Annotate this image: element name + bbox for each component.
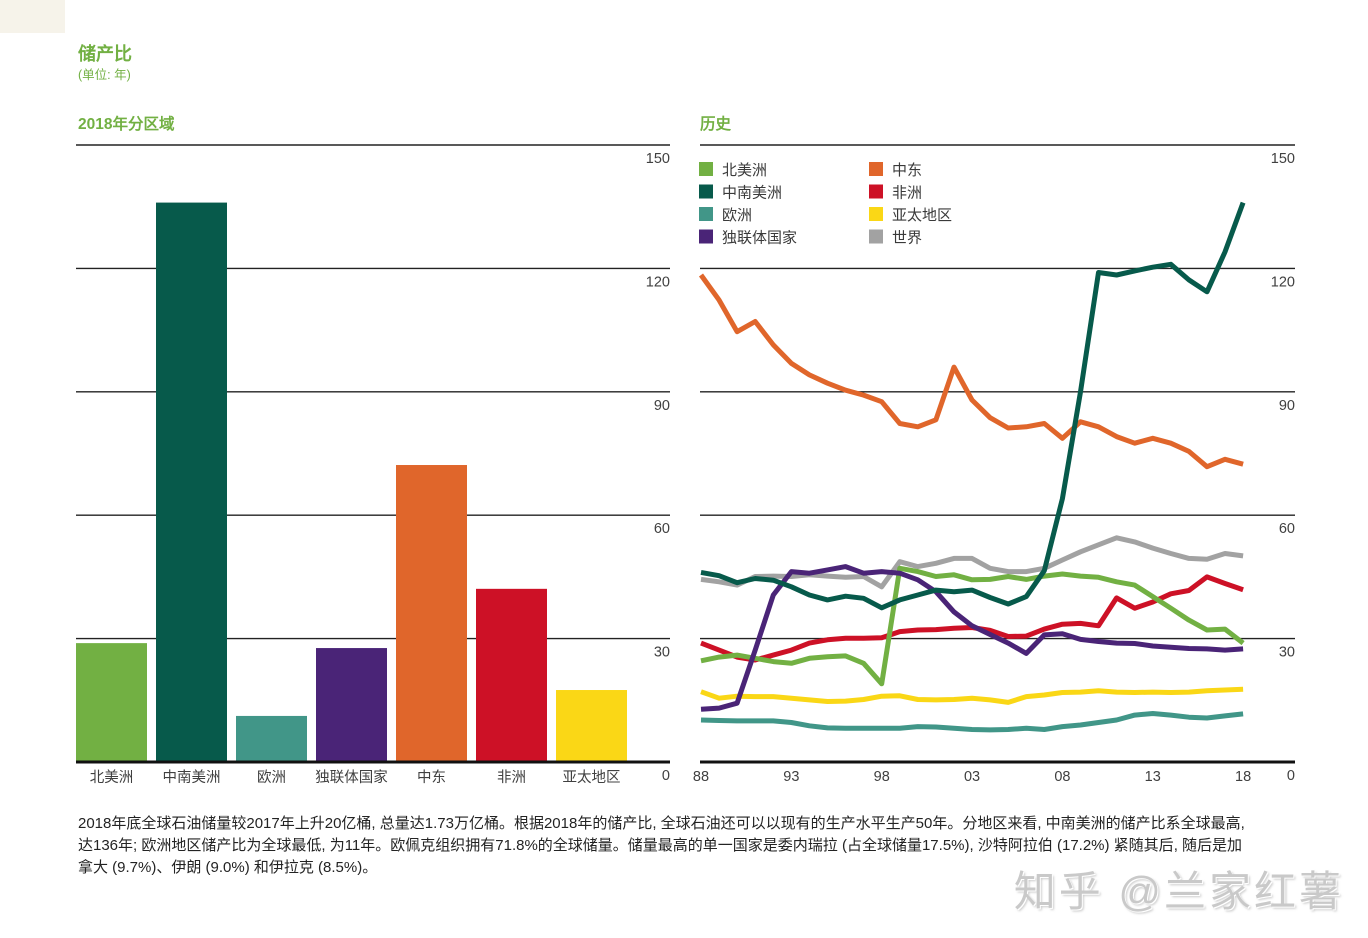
x-tick-label: 13 [1145,769,1161,785]
line-chart-title: 历史 [700,116,732,133]
legend-swatch [869,207,883,221]
watermark: 知乎 @兰家红薯 [1013,868,1344,915]
caption-line: 拿大 (9.7%)、伊朗 (9.0%) 和伊拉克 (8.5%)。 [78,859,378,876]
bar-category-label: 北美洲 [90,769,134,786]
x-tick-label: 03 [964,769,980,785]
caption-line: 达136年; 欧洲地区储产比为全球最低, 为11年。欧佩克组织拥有71.8%的全… [78,837,1243,854]
bar-category-label: 亚太地区 [563,769,621,786]
y-tick-label: 0 [1287,768,1295,784]
legend-swatch [699,229,713,244]
page-title: 储产比 [78,44,132,64]
line-series-europe [700,711,1244,733]
bar-north_america [76,643,147,762]
caption: 2018年底全球石油储量较2017年上升20亿桶, 总量达1.73万亿桶。根据2… [78,813,1303,879]
legend-label: 北美洲 [722,162,767,179]
caption-line: 2018年底全球石油储量较2017年上升20亿桶, 总量达1.73万亿桶。根据2… [78,815,1245,832]
y-tick-label: 30 [1279,645,1295,661]
bar-asia_pacific [556,690,627,762]
x-tick-label: 88 [693,769,709,785]
bar-sc_america [156,202,227,762]
legend-label: 中东 [892,162,922,179]
line-series-asia_pacific [700,686,1244,705]
x-tick-label: 93 [783,769,799,785]
x-tick-label: 98 [874,769,890,785]
y-tick-label: 90 [1279,398,1295,414]
x-tick-label: 08 [1054,769,1070,785]
legend-swatch [699,207,713,221]
bar-chart-title: 2018年分区域 [78,116,175,133]
y-tick-label: 60 [654,521,670,537]
y-tick-label: 120 [1271,274,1295,290]
line-series-world [700,535,1244,590]
y-tick-label: 90 [654,398,670,414]
bar-category-label: 中东 [417,769,446,786]
line-series-cis [700,564,1244,712]
bar-chart: 150 120 90 60 30 0 北美洲 中南美洲 欧洲 独联体国家 中东 非洲 亚太地区 [76,144,670,786]
legend-label: 独联体国家 [722,230,797,247]
y-tick-label: 60 [1279,521,1295,537]
page-unit-subtitle: (单位: 年) [78,68,131,82]
y-tick-label: 30 [654,645,670,661]
legend-label: 非洲 [892,185,922,202]
legend-label: 亚太地区 [892,207,952,224]
x-tick-label: 18 [1235,769,1251,785]
bar-category-label: 独联体国家 [315,769,388,786]
bar-category-label: 中南美洲 [163,769,221,786]
bar-cis [316,648,387,762]
legend-label: 欧洲 [722,207,752,224]
y-tick-label: 120 [646,274,670,290]
line-chart: 150 120 90 60 30 0 88 93 98 03 08 13 18 北美洲中南美洲欧洲独联体国… [693,144,1295,785]
bar-africa [476,588,547,762]
line-series-sc_america [700,201,1246,611]
bar-europe [236,715,307,762]
line-series-middle_east [698,273,1244,470]
line-series-north_america [700,565,1245,687]
bar-middle_east [396,465,467,762]
y-tick-label: 0 [662,768,670,784]
y-tick-label: 150 [646,151,670,167]
legend-label: 中南美洲 [722,185,782,202]
corner-accent [0,0,65,33]
legend-swatch [869,162,883,176]
legend-swatch [699,184,713,199]
legend-swatch [869,184,883,199]
legend-label: 世界 [892,230,922,247]
legend-swatch [869,229,883,244]
y-tick-label: 150 [1271,151,1295,167]
bar-category-label: 非洲 [497,769,526,786]
legend-swatch [699,162,713,176]
bar-category-label: 欧洲 [257,769,286,786]
